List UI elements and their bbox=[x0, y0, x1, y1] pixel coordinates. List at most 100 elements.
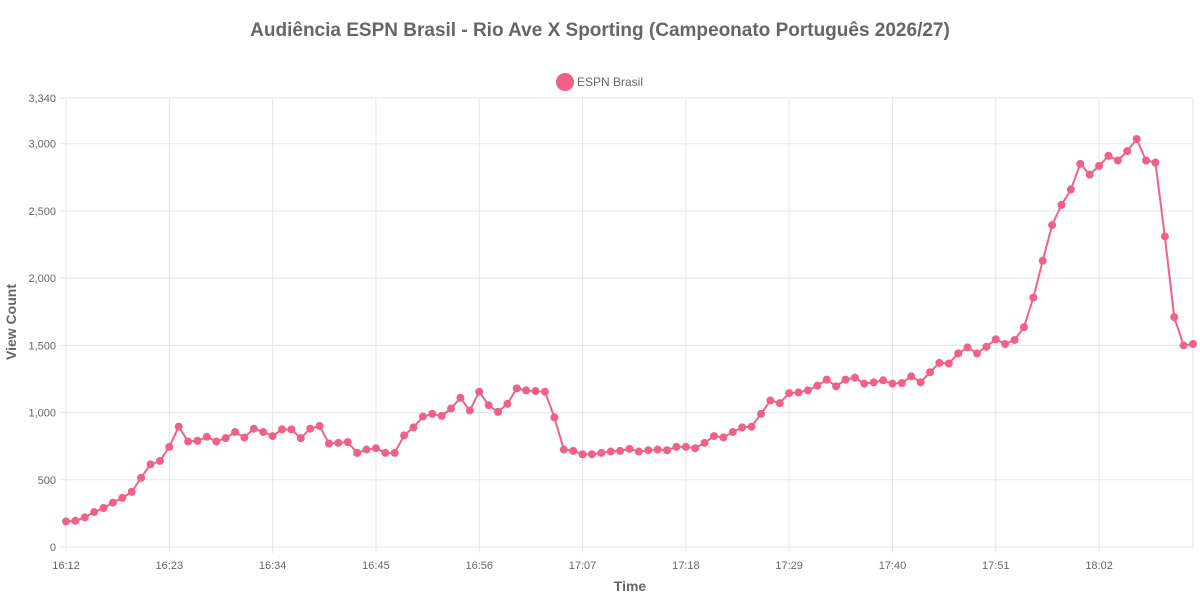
data-point[interactable] bbox=[1066, 185, 1075, 194]
data-point[interactable] bbox=[90, 508, 99, 517]
data-point[interactable] bbox=[343, 438, 352, 447]
data-point[interactable] bbox=[597, 448, 606, 457]
data-point[interactable] bbox=[418, 412, 427, 421]
data-point[interactable] bbox=[775, 399, 784, 408]
data-point[interactable] bbox=[738, 423, 747, 432]
data-point[interactable] bbox=[212, 437, 221, 446]
data-point[interactable] bbox=[1001, 340, 1010, 349]
data-point[interactable] bbox=[1151, 158, 1160, 167]
data-point[interactable] bbox=[653, 445, 662, 454]
data-point[interactable] bbox=[1085, 170, 1094, 179]
data-point[interactable] bbox=[569, 446, 578, 455]
data-point[interactable] bbox=[832, 382, 841, 391]
data-point[interactable] bbox=[137, 473, 146, 482]
data-point[interactable] bbox=[625, 444, 634, 453]
data-point[interactable] bbox=[278, 425, 287, 434]
data-point[interactable] bbox=[353, 448, 362, 457]
data-point[interactable] bbox=[494, 407, 503, 416]
data-point[interactable] bbox=[1048, 221, 1057, 230]
legend[interactable]: ESPN Brasil bbox=[556, 73, 643, 91]
data-point[interactable] bbox=[231, 428, 240, 437]
data-point[interactable] bbox=[287, 425, 296, 434]
data-point[interactable] bbox=[324, 439, 333, 448]
data-point[interactable] bbox=[747, 422, 756, 431]
data-point[interactable] bbox=[1076, 159, 1085, 168]
data-point[interactable] bbox=[710, 432, 719, 441]
data-point[interactable] bbox=[1095, 161, 1104, 170]
data-point[interactable] bbox=[991, 335, 1000, 344]
data-point[interactable] bbox=[897, 378, 906, 387]
data-point[interactable] bbox=[400, 431, 409, 440]
data-point[interactable] bbox=[850, 373, 859, 382]
data-point[interactable] bbox=[146, 460, 155, 469]
data-point[interactable] bbox=[888, 379, 897, 388]
data-point[interactable] bbox=[587, 450, 596, 459]
data-point[interactable] bbox=[80, 513, 89, 522]
data-point[interactable] bbox=[860, 379, 869, 388]
data-point[interactable] bbox=[1170, 313, 1179, 322]
data-point[interactable] bbox=[982, 342, 991, 351]
data-point[interactable] bbox=[1179, 341, 1188, 350]
data-point[interactable] bbox=[296, 434, 305, 443]
data-point[interactable] bbox=[963, 343, 972, 352]
data-point[interactable] bbox=[813, 381, 822, 390]
data-point[interactable] bbox=[672, 442, 681, 451]
data-point[interactable] bbox=[371, 444, 380, 453]
data-point[interactable] bbox=[428, 409, 437, 418]
data-point[interactable] bbox=[879, 376, 888, 385]
data-point[interactable] bbox=[202, 432, 211, 441]
data-point[interactable] bbox=[1104, 151, 1113, 160]
data-point[interactable] bbox=[475, 387, 484, 396]
data-point[interactable] bbox=[249, 424, 258, 433]
data-point[interactable] bbox=[221, 434, 230, 443]
data-point[interactable] bbox=[1160, 232, 1169, 241]
data-point[interactable] bbox=[766, 396, 775, 405]
data-point[interactable] bbox=[1113, 156, 1122, 165]
data-point[interactable] bbox=[184, 437, 193, 446]
data-point[interactable] bbox=[1057, 200, 1066, 209]
data-point[interactable] bbox=[259, 428, 268, 437]
data-point[interactable] bbox=[822, 375, 831, 384]
data-point[interactable] bbox=[728, 428, 737, 437]
data-point[interactable] bbox=[155, 456, 164, 465]
data-point[interactable] bbox=[268, 432, 277, 441]
data-point[interactable] bbox=[916, 378, 925, 387]
data-point[interactable] bbox=[465, 406, 474, 415]
data-point[interactable] bbox=[1142, 156, 1151, 165]
data-point[interactable] bbox=[559, 445, 568, 454]
data-point[interactable] bbox=[550, 413, 559, 422]
data-point[interactable] bbox=[794, 388, 803, 397]
data-point[interactable] bbox=[1189, 340, 1197, 349]
data-point[interactable] bbox=[193, 436, 202, 445]
data-point[interactable] bbox=[1019, 323, 1028, 332]
data-point[interactable] bbox=[700, 438, 709, 447]
data-point[interactable] bbox=[634, 447, 643, 456]
data-point[interactable] bbox=[99, 504, 108, 513]
data-point[interactable] bbox=[803, 386, 812, 395]
data-point[interactable] bbox=[165, 442, 174, 451]
data-point[interactable] bbox=[944, 359, 953, 368]
data-point[interactable] bbox=[869, 378, 878, 387]
data-point[interactable] bbox=[691, 444, 700, 453]
data-point[interactable] bbox=[390, 448, 399, 457]
data-point[interactable] bbox=[1010, 335, 1019, 344]
data-point[interactable] bbox=[954, 349, 963, 358]
data-point[interactable] bbox=[540, 387, 549, 396]
data-point[interactable] bbox=[71, 516, 80, 525]
data-point[interactable] bbox=[362, 445, 371, 454]
data-point[interactable] bbox=[972, 349, 981, 358]
data-point[interactable] bbox=[1038, 256, 1047, 265]
data-point[interactable] bbox=[1123, 147, 1132, 156]
data-point[interactable] bbox=[456, 393, 465, 402]
data-point[interactable] bbox=[174, 422, 183, 431]
data-point[interactable] bbox=[306, 424, 315, 433]
data-point[interactable] bbox=[785, 389, 794, 398]
data-point[interactable] bbox=[681, 442, 690, 451]
data-point[interactable] bbox=[935, 358, 944, 367]
data-point[interactable] bbox=[512, 384, 521, 393]
data-point[interactable] bbox=[62, 517, 70, 526]
data-point[interactable] bbox=[663, 446, 672, 455]
data-point[interactable] bbox=[447, 404, 456, 413]
data-point[interactable] bbox=[503, 399, 512, 408]
data-point[interactable] bbox=[907, 372, 916, 381]
